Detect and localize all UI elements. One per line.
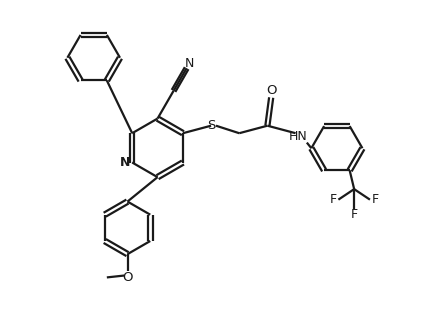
Text: O: O (266, 84, 276, 97)
Text: F: F (371, 193, 379, 206)
Text: F: F (351, 208, 358, 221)
Text: HN: HN (289, 130, 308, 143)
Text: S: S (207, 119, 215, 132)
Text: F: F (329, 193, 337, 206)
Text: O: O (122, 271, 133, 284)
Text: N: N (120, 156, 131, 169)
Text: N: N (185, 57, 194, 70)
